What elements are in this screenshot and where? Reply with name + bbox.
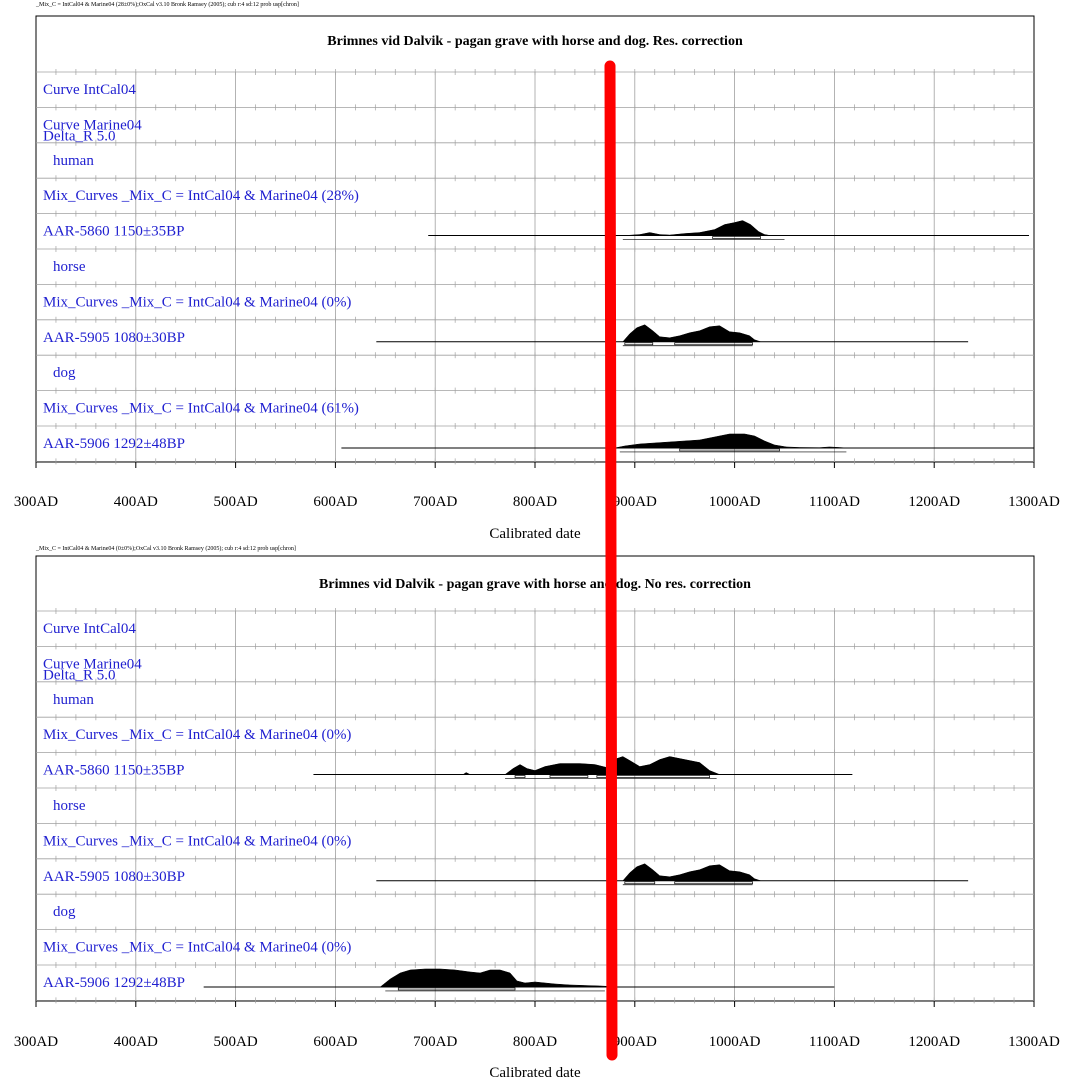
- x-tick-label: 900AD: [613, 494, 657, 510]
- hpd-68-bracket: [674, 881, 753, 885]
- x-tick-label: 300AD: [14, 494, 58, 510]
- x-tick-label: 1200AD: [908, 494, 960, 510]
- row-label: AAR-5906 1292±48BP: [43, 975, 185, 991]
- x-tick-label: 1300AD: [1008, 494, 1060, 510]
- row-label: human: [53, 692, 94, 708]
- x-tick-label: 700AD: [413, 1034, 457, 1050]
- row-label: Mix_Curves _Mix_C = IntCal04 & Marine04 …: [43, 401, 359, 417]
- row-label: AAR-5860 1150±35BP: [43, 763, 184, 779]
- x-tick-label: 400AD: [114, 1034, 158, 1050]
- oxcal-meta-line: _Mix_C = IntCal04 & Marine04 (28±0%);OxC…: [35, 1, 299, 8]
- x-tick-label: 300AD: [14, 1034, 58, 1050]
- hpd-68-bracket: [712, 236, 761, 239]
- row-label: AAR-5906 1292±48BP: [43, 436, 185, 452]
- probability-distribution: [379, 968, 617, 988]
- row-label: horse: [53, 259, 86, 275]
- hpd-68-bracket: [549, 775, 589, 778]
- row-label: Curve IntCal04: [43, 82, 136, 98]
- x-tick-label: 600AD: [313, 494, 357, 510]
- probability-distribution: [624, 220, 771, 236]
- row-label: AAR-5860 1150±35BP: [43, 224, 184, 240]
- row-label: Mix_Curves _Mix_C = IntCal04 & Marine04 …: [43, 727, 351, 743]
- chart-title: Brimnes vid Dalvik - pagan grave with ho…: [327, 34, 743, 49]
- x-tick-label: 900AD: [613, 1034, 657, 1050]
- x-axis-label: Calibrated date: [489, 1065, 581, 1081]
- row-label: Curve Marine04: [43, 656, 142, 672]
- hpd-68-bracket: [397, 987, 516, 991]
- x-axis-label: Calibrated date: [489, 526, 581, 542]
- chart-title: Brimnes vid Dalvik - pagan grave with ho…: [319, 577, 751, 592]
- row-sublabel: Delta_R 5.0: [43, 128, 116, 144]
- x-tick-label: 1000AD: [709, 494, 761, 510]
- hpd-68-bracket: [596, 775, 710, 778]
- hpd-68-bracket: [624, 881, 656, 885]
- row-label: Mix_Curves _Mix_C = IntCal04 & Marine04 …: [43, 188, 359, 204]
- row-label: AAR-5905 1080±30BP: [43, 869, 185, 885]
- hpd-68-bracket: [674, 342, 753, 346]
- x-tick-label: 700AD: [413, 494, 457, 510]
- x-tick-label: 800AD: [513, 1034, 557, 1050]
- x-tick-label: 500AD: [214, 494, 258, 510]
- x-tick-label: 800AD: [513, 494, 557, 510]
- red-marker-line: [604, 60, 618, 1061]
- oxcal-meta-line: _Mix_C = IntCal04 & Marine04 (0±0%);OxCa…: [35, 545, 296, 552]
- chart-panel-1: _Mix_C = IntCal04 & Marine04 (28±0%);OxC…: [14, 1, 1060, 542]
- hpd-68-bracket: [624, 342, 654, 346]
- row-label: dog: [53, 365, 76, 381]
- x-tick-label: 500AD: [214, 1034, 258, 1050]
- x-tick-label: 1100AD: [809, 494, 860, 510]
- x-tick-label: 1300AD: [1008, 1034, 1060, 1050]
- row-label: Curve IntCal04: [43, 621, 136, 637]
- row-label: Mix_Curves _Mix_C = IntCal04 & Marine04 …: [43, 833, 351, 849]
- chart-panel-2: _Mix_C = IntCal04 & Marine04 (0±0%);OxCa…: [14, 545, 1060, 1081]
- probability-distribution: [622, 324, 761, 342]
- row-label: Mix_Curves _Mix_C = IntCal04 & Marine04 …: [43, 940, 351, 956]
- probability-distribution: [622, 863, 761, 881]
- x-tick-label: 400AD: [114, 494, 158, 510]
- x-tick-label: 1100AD: [809, 1034, 860, 1050]
- hpd-68-bracket: [514, 775, 526, 778]
- row-label: Mix_Curves _Mix_C = IntCal04 & Marine04 …: [43, 294, 351, 310]
- x-tick-label: 1200AD: [908, 1034, 960, 1050]
- row-label: Curve Marine04: [43, 117, 142, 133]
- row-sublabel: Delta_R 5.0: [43, 667, 116, 683]
- x-tick-label: 1000AD: [709, 1034, 761, 1050]
- row-label: horse: [53, 798, 86, 814]
- row-label: human: [53, 153, 94, 169]
- row-label: AAR-5905 1080±30BP: [43, 330, 185, 346]
- hpd-68-bracket: [679, 448, 780, 452]
- probability-distribution: [614, 433, 847, 449]
- row-label: dog: [53, 904, 76, 920]
- x-tick-label: 600AD: [313, 1034, 357, 1050]
